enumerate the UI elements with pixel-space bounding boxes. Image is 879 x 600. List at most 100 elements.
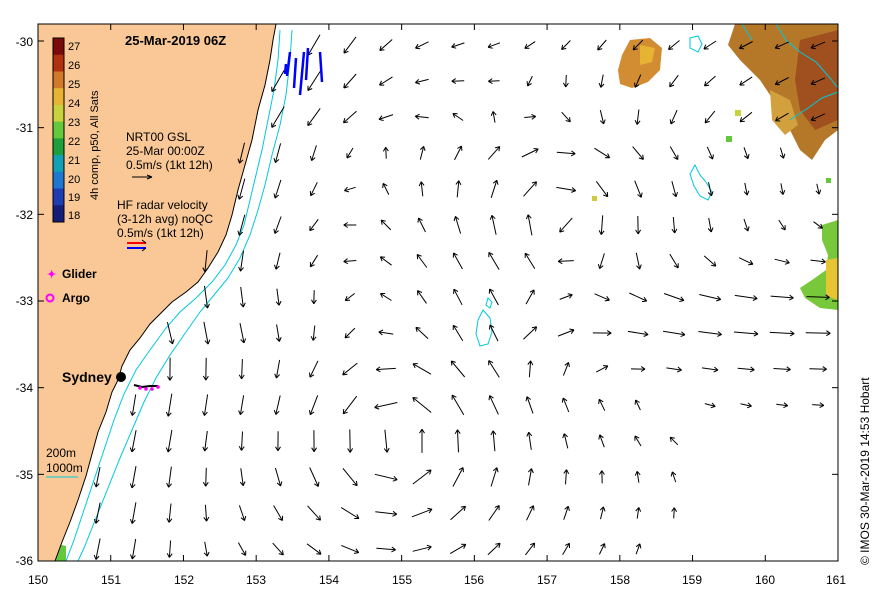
colorbar-tick: 25 <box>68 79 80 91</box>
current-arrow <box>343 260 357 262</box>
current-arrow <box>341 544 359 554</box>
current-arrow <box>454 216 462 234</box>
current-arrow-head <box>783 402 789 409</box>
isobath-200m <box>65 29 281 561</box>
current-arrow <box>734 294 758 300</box>
x-tick-label: 158 <box>610 573 630 587</box>
hf-legend-line2: (3-12h avg) noQC <box>117 212 213 226</box>
current-arrow-head <box>237 230 244 236</box>
current-arrow <box>450 360 466 378</box>
current-arrow-head <box>204 303 210 309</box>
current-arrow <box>415 115 429 119</box>
current-arrow-head <box>379 45 385 51</box>
current-arrow <box>556 186 576 192</box>
y-tick-label: -30 <box>16 35 34 49</box>
current-arrow <box>452 113 464 121</box>
current-arrow <box>812 404 824 406</box>
current-arrow <box>769 331 795 335</box>
current-arrow-head <box>488 395 494 401</box>
current-arrow <box>488 80 500 82</box>
current-arrow-head <box>529 542 536 548</box>
current-arrow-head <box>450 360 456 366</box>
current-arrow-head <box>237 194 244 200</box>
current-arrow-head <box>704 81 710 87</box>
current-arrow <box>415 327 429 339</box>
current-arrow <box>810 77 826 85</box>
current-arrow-head <box>597 45 603 51</box>
current-arrow-head <box>166 553 173 558</box>
current-arrow <box>420 181 424 197</box>
current-arrow-head <box>525 214 532 220</box>
current-arrow <box>453 288 463 306</box>
current-arrow-head <box>561 397 568 403</box>
isobath-200-label: 200m <box>46 446 76 460</box>
current-arrow <box>487 146 501 160</box>
current-arrow <box>489 324 499 342</box>
current-arrow-head <box>815 189 822 195</box>
current-arrow-head <box>598 230 605 235</box>
current-arrow <box>489 395 499 415</box>
colorbar-swatch <box>53 54 64 72</box>
current-arrow <box>240 250 244 272</box>
current-arrow <box>309 219 319 231</box>
current-arrow-head <box>774 80 781 86</box>
current-arrow <box>594 147 610 159</box>
current-arrow-head <box>354 514 360 519</box>
current-arrow <box>344 327 356 339</box>
current-arrow <box>168 503 172 523</box>
current-arrow-head <box>165 411 172 417</box>
current-arrow <box>310 182 318 196</box>
current-arrow <box>774 41 790 49</box>
current-arrow-head <box>203 516 210 522</box>
x-tick-label: 157 <box>537 573 557 587</box>
current-arrow <box>636 109 640 125</box>
current-arrow-head <box>677 366 682 373</box>
current-arrow <box>415 78 429 84</box>
current-arrow <box>806 296 830 298</box>
current-arrow-head <box>488 360 494 366</box>
current-arrow-head <box>129 483 136 489</box>
current-arrow <box>384 429 388 453</box>
current-arrow-head <box>343 83 349 89</box>
current-arrow-head <box>93 554 100 560</box>
current-arrow-head <box>780 225 786 231</box>
current-arrow <box>342 362 358 376</box>
current-arrow <box>492 430 496 452</box>
current-arrow-head <box>278 550 284 556</box>
colorbar-tick: 18 <box>68 210 80 222</box>
current-arrow <box>309 395 319 415</box>
current-arrow <box>627 330 649 336</box>
current-arrow <box>524 252 536 270</box>
current-arrow-head <box>309 190 315 197</box>
current-arrow <box>488 505 500 521</box>
current-arrow-head <box>602 365 609 371</box>
current-arrow <box>740 403 752 407</box>
current-arrow-head <box>603 191 609 198</box>
current-arrow-head <box>525 396 532 402</box>
current-arrow <box>525 542 535 556</box>
colorbar-swatch <box>53 155 64 173</box>
current-arrow <box>238 178 246 200</box>
current-arrow-head <box>344 333 350 339</box>
current-arrow-head <box>130 411 136 416</box>
current-arrow-head <box>346 153 352 159</box>
current-arrow-head <box>202 375 209 381</box>
current-arrow-head <box>315 515 321 521</box>
current-arrow-head <box>382 182 388 189</box>
current-arrow-head <box>598 398 604 405</box>
glider-symbol: ✦ <box>47 269 56 281</box>
current-arrow-head <box>713 366 719 373</box>
current-arrow-head <box>739 80 745 86</box>
current-arrow-head <box>168 339 175 345</box>
current-arrow-head <box>569 328 575 334</box>
current-arrow <box>376 367 396 371</box>
current-arrow-head <box>527 360 534 366</box>
current-arrow <box>810 259 826 263</box>
current-arrow <box>487 542 501 556</box>
current-arrow-head <box>412 397 418 403</box>
current-arrow <box>813 221 823 229</box>
current-arrow-head <box>130 554 136 560</box>
current-arrow-head <box>637 192 643 198</box>
current-arrow-head <box>342 409 348 415</box>
current-arrow-head <box>526 81 532 87</box>
